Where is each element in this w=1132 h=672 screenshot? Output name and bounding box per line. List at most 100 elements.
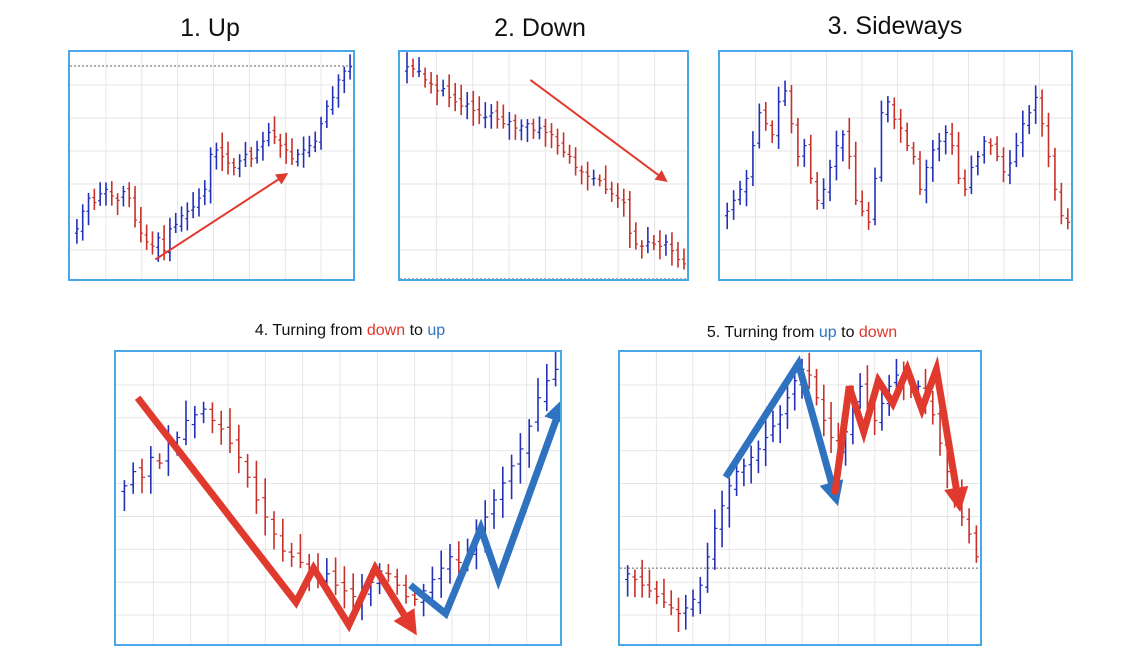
ohlc-bar bbox=[74, 219, 79, 244]
ohlc-bar bbox=[585, 161, 590, 191]
chart-up bbox=[68, 50, 355, 281]
ohlc-bar bbox=[859, 190, 865, 217]
ohlc-bar bbox=[808, 134, 813, 184]
ohlc-bar bbox=[813, 368, 820, 406]
grid bbox=[720, 52, 1071, 279]
blue-zigzag-arrow bbox=[722, 355, 844, 507]
ohlc-bar bbox=[956, 132, 961, 185]
ohlc-bar bbox=[501, 104, 506, 129]
ohlc-bar bbox=[422, 67, 428, 88]
ohlc-bar bbox=[857, 373, 863, 409]
chart-down-to-up-svg bbox=[116, 352, 560, 644]
ohlc-bar bbox=[231, 158, 236, 176]
ohlc-bar bbox=[336, 74, 341, 108]
ohlc-bar bbox=[179, 206, 184, 232]
ohlc-bar bbox=[517, 433, 524, 484]
ohlc-bar bbox=[750, 131, 756, 187]
ohlc-bar bbox=[726, 478, 732, 528]
ohlc-bar bbox=[776, 86, 781, 149]
ohlc-bar bbox=[167, 217, 172, 262]
ohlc-bar bbox=[225, 141, 231, 175]
chart-sideways-svg bbox=[720, 52, 1071, 279]
ohlc-bar bbox=[471, 90, 476, 126]
red-zigzag-arrow bbox=[831, 355, 969, 513]
ohlc-bar bbox=[879, 391, 885, 431]
ohlc-bar bbox=[763, 102, 769, 131]
ohlc-bar bbox=[789, 85, 794, 134]
ohlc-bar bbox=[639, 559, 645, 598]
ohlc-bar bbox=[508, 454, 515, 500]
ohlc-bar bbox=[289, 138, 295, 165]
ohlc-bar bbox=[214, 142, 219, 170]
ohlc-bar bbox=[385, 564, 392, 582]
ohlc-bar bbox=[416, 57, 422, 78]
blue-zigzag-arrow bbox=[408, 397, 560, 620]
ohlc-bar bbox=[573, 147, 578, 176]
ohlc-bar bbox=[821, 384, 827, 437]
chart-up-svg bbox=[70, 52, 353, 279]
grid bbox=[116, 352, 560, 644]
ohlc-bar bbox=[279, 518, 286, 562]
ohlc-bar bbox=[402, 574, 410, 604]
ohlc-bar bbox=[318, 116, 324, 150]
ohlc-bar bbox=[202, 180, 207, 206]
ohlc-bar bbox=[814, 172, 820, 210]
ohlc-bar bbox=[495, 101, 500, 129]
ohlc-bar bbox=[827, 159, 833, 202]
ohlc-bar bbox=[191, 192, 196, 219]
ohlc-bar bbox=[683, 594, 689, 630]
ohlc-bar bbox=[297, 534, 304, 569]
title-text: 4. Turning from bbox=[254, 322, 367, 339]
ohlc-bar bbox=[847, 117, 852, 170]
ohlc-bar bbox=[757, 103, 762, 149]
ohlc-bar bbox=[92, 188, 97, 211]
ohlc-bar bbox=[885, 96, 891, 123]
ohlc-bar bbox=[507, 112, 512, 140]
ohlc-bar bbox=[930, 391, 936, 425]
ohlc-bar bbox=[220, 132, 225, 172]
ohlc-bar bbox=[669, 232, 675, 266]
ohlc-bar bbox=[1007, 150, 1013, 185]
ohlc-bar bbox=[930, 139, 936, 182]
ohlc-bar bbox=[270, 511, 278, 550]
ohlc-bar bbox=[777, 405, 783, 444]
ohlc-bar bbox=[917, 151, 923, 195]
ohlc-bar bbox=[943, 125, 948, 155]
ohlc-bar bbox=[253, 460, 260, 514]
ohlc-bar bbox=[988, 138, 993, 155]
ohlc-bar bbox=[483, 102, 488, 129]
ohlc-bar bbox=[840, 130, 846, 162]
ohlc-bar bbox=[661, 578, 667, 608]
ohlc-bar bbox=[898, 108, 903, 143]
ohlc-bar bbox=[121, 185, 126, 207]
ohlc-bar bbox=[579, 165, 584, 185]
trend-arrow bbox=[529, 79, 668, 183]
ohlc-bar bbox=[196, 188, 202, 217]
ohlc-bar bbox=[552, 352, 559, 387]
ohlc-bar bbox=[262, 478, 269, 536]
ohlc-bar bbox=[712, 509, 718, 570]
ohlc-bar bbox=[103, 182, 109, 206]
ohlc-bar bbox=[295, 149, 300, 167]
ohlc-bar bbox=[200, 401, 207, 424]
ohlc-bar bbox=[537, 116, 542, 140]
ohlc-bar bbox=[966, 508, 972, 544]
ohlc-bar bbox=[853, 141, 858, 205]
ohlc-bar bbox=[1014, 132, 1019, 168]
ohlc-bar bbox=[937, 132, 942, 162]
ohlc-bar bbox=[244, 454, 251, 488]
ohlc-bar bbox=[1026, 105, 1032, 135]
ohlc-bar bbox=[866, 202, 871, 230]
ohlc-bar bbox=[690, 589, 696, 617]
ohlc-bar bbox=[465, 91, 470, 120]
ohlc-bar bbox=[115, 193, 120, 216]
chart-up-to-down-svg bbox=[620, 352, 980, 644]
ohlc-bar bbox=[795, 117, 801, 167]
ohlc-bar bbox=[705, 542, 711, 593]
ohlc-bar bbox=[792, 372, 798, 411]
ohlc-bar bbox=[1046, 112, 1051, 168]
ohlc-bar bbox=[447, 74, 452, 108]
ohlc-bar bbox=[348, 54, 353, 80]
ohlc-bar bbox=[138, 207, 143, 243]
ohlc-bar bbox=[428, 72, 434, 94]
